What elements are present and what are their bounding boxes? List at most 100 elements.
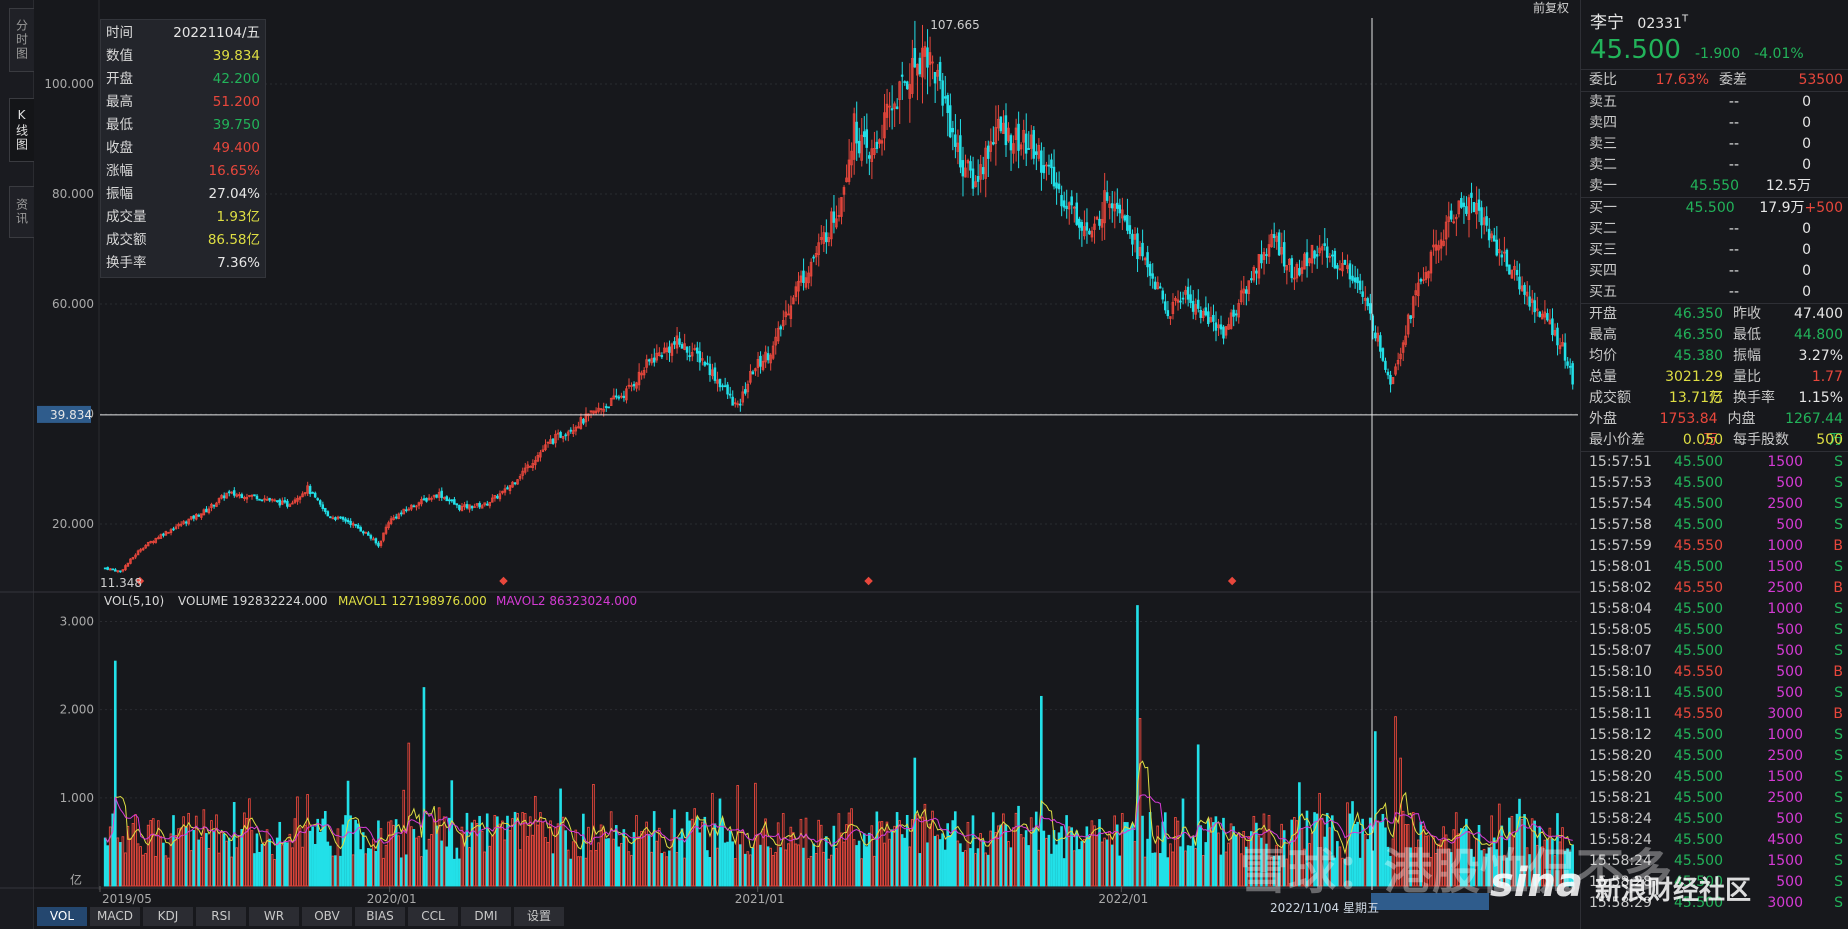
tick-volume: 500 <box>1776 622 1803 638</box>
volume-bar <box>1138 718 1142 887</box>
candle-body <box>258 498 261 501</box>
indicator-tab-macd[interactable]: MACD <box>90 907 140 926</box>
tick-price: 45.500 <box>1674 769 1723 785</box>
candle-body <box>523 467 527 473</box>
tick-volume: 1000 <box>1767 601 1803 617</box>
candle-body <box>989 141 992 152</box>
candle-body <box>938 62 942 81</box>
candle-body <box>1012 143 1015 154</box>
candle-body <box>534 460 537 466</box>
info-value: 49.400 <box>212 140 260 156</box>
candle-body <box>614 395 618 398</box>
indicator-tab-obv[interactable]: OBV <box>302 907 352 926</box>
candle-body <box>372 538 375 541</box>
volume-bar <box>809 856 813 887</box>
volume-bar <box>1098 819 1101 887</box>
indicator-tab-ccl[interactable]: CCL <box>408 907 458 926</box>
volume-bar <box>602 828 605 887</box>
candle-body <box>245 496 249 500</box>
volume-bar <box>749 854 752 887</box>
candle-body <box>177 523 180 527</box>
volume-bar <box>523 813 527 887</box>
volume-bar <box>1252 815 1256 887</box>
volume-bar <box>240 829 244 887</box>
candle-body <box>1040 150 1043 173</box>
candle-body <box>207 508 211 514</box>
volume-bar <box>642 831 646 887</box>
stat-label: 最低 <box>1733 327 1761 343</box>
stat-value: 1267.44万 <box>1785 411 1843 448</box>
book-size: 0 <box>1802 242 1811 258</box>
volume-bar <box>162 842 165 887</box>
volume-bar <box>1002 813 1005 887</box>
volume-bar <box>746 851 750 887</box>
indicator-tab-vol[interactable]: VOL <box>37 907 87 926</box>
candle-body <box>1363 297 1367 301</box>
volume-bar <box>447 817 451 887</box>
candle-body <box>794 286 798 298</box>
candle-body <box>948 105 952 138</box>
x-tick-label: 2019/05 <box>102 892 152 906</box>
volume-bar <box>531 834 535 887</box>
candle-body <box>913 48 917 68</box>
candle-body <box>1394 366 1397 375</box>
tick-volume: 1000 <box>1767 538 1803 554</box>
volume-bar <box>366 848 370 887</box>
candle-body <box>771 345 775 359</box>
tick-time: 15:57:51 <box>1589 454 1652 470</box>
volume-bar <box>622 829 626 887</box>
stats-row: 成交额 13.71亿 换手率 1.15% <box>1581 388 1848 409</box>
tab-news[interactable]: 资讯 <box>9 186 34 238</box>
candle-body <box>1558 345 1562 350</box>
volume-bar <box>199 836 203 887</box>
volume-bar <box>571 841 575 887</box>
candle-body <box>1151 273 1154 279</box>
volume-bar <box>359 849 363 887</box>
indicator-tab-dmi[interactable]: DMI <box>461 907 511 926</box>
indicator-tab-wr[interactable]: WR <box>249 907 299 926</box>
volume-bar <box>1401 810 1405 887</box>
volume-bar <box>1136 605 1139 887</box>
candle-body <box>850 150 853 166</box>
indicator-tab-rsi[interactable]: RSI <box>196 907 246 926</box>
stat-value: 46.350 <box>1674 327 1723 343</box>
volume-bar <box>182 816 185 887</box>
tick-side: B <box>1833 580 1843 596</box>
tick-side: S <box>1834 454 1843 470</box>
volume-bar <box>759 844 762 887</box>
info-row: 成交量 1.93亿 <box>101 206 265 229</box>
candle-body <box>1072 206 1076 209</box>
volume-bar <box>409 826 413 887</box>
tab-intraday[interactable]: 分时图 <box>9 8 34 72</box>
indicator-tab-kdj[interactable]: KDJ <box>143 907 193 926</box>
volume-bar <box>113 660 117 887</box>
candle-body <box>979 164 982 180</box>
adjust-label[interactable]: 前复权 <box>1533 0 1569 15</box>
indicator-tab-bias[interactable]: BIAS <box>355 907 405 926</box>
volume-bar <box>172 815 175 887</box>
candle-body <box>814 253 818 258</box>
candle-body <box>966 160 970 164</box>
candle-body <box>668 346 671 353</box>
indicator-tab-设置[interactable]: 设置 <box>514 907 564 926</box>
volume-bar <box>951 820 955 887</box>
candle-body <box>1055 182 1058 189</box>
book-level: 买一 <box>1589 200 1617 216</box>
candle-body <box>946 95 949 114</box>
candle-body <box>1262 251 1266 260</box>
info-label: 振幅 <box>106 186 133 202</box>
candle-body <box>660 355 664 358</box>
volume-bar <box>1495 849 1499 887</box>
candle-body <box>1338 268 1342 271</box>
tick-volume: 1500 <box>1767 559 1803 575</box>
tab-kline[interactable]: K线图 <box>9 98 34 162</box>
candle-body <box>819 237 823 240</box>
candle-body <box>1070 196 1073 206</box>
stats-row: 均价 45.380 振幅 3.27% <box>1581 346 1848 367</box>
candle-body <box>1285 265 1288 271</box>
candle-body <box>685 346 689 353</box>
candle-body <box>1115 202 1119 209</box>
candle-body <box>1432 244 1435 248</box>
volume-bar <box>1027 845 1030 887</box>
